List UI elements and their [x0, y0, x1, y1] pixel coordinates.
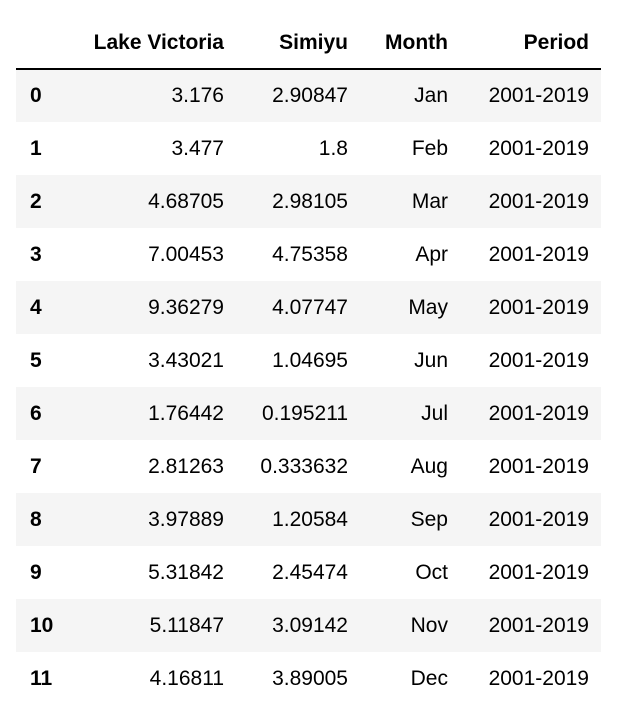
dataframe-table: Lake Victoria Simiyu Month Period 0 3.17…: [16, 17, 601, 705]
row-index: 9: [30, 560, 42, 584]
simiyu-cell: 1.20584: [272, 507, 348, 531]
header-row: Lake Victoria Simiyu Month Period: [16, 17, 601, 70]
table-row: 2 4.68705 2.98105 Mar 2001-2019: [16, 175, 601, 228]
row-index: 4: [30, 295, 42, 319]
month-cell: Sep: [410, 507, 448, 531]
lake-victoria-cell: 1.76442: [148, 401, 224, 425]
lake-victoria-column-header: Lake Victoria: [74, 17, 236, 70]
simiyu-cell: 3.09142: [272, 613, 348, 637]
month-cell: Mar: [411, 189, 448, 213]
simiyu-cell: 2.45474: [272, 560, 348, 584]
month-cell: Oct: [415, 560, 448, 584]
table-row: 4 9.36279 4.07747 May 2001-2019: [16, 281, 601, 334]
month-cell: Aug: [410, 454, 448, 478]
lake-victoria-cell: 3.97889: [148, 507, 224, 531]
period-cell: 2001-2019: [488, 613, 589, 637]
table-header: Lake Victoria Simiyu Month Period: [16, 17, 601, 70]
month-cell: Nov: [410, 613, 448, 637]
lake-victoria-cell: 4.68705: [148, 189, 224, 213]
simiyu-cell: 2.90847: [272, 84, 348, 107]
lake-victoria-cell: 3.176: [171, 84, 224, 107]
period-cell: 2001-2019: [488, 507, 589, 531]
lake-victoria-cell: 2.81263: [148, 454, 224, 478]
simiyu-cell: 1.04695: [272, 348, 348, 372]
row-index: 6: [30, 401, 42, 425]
simiyu-cell: 3.89005: [272, 666, 348, 690]
table-row: 11 4.16811 3.89005 Dec 2001-2019: [16, 652, 601, 705]
lake-victoria-cell: 9.36279: [148, 295, 224, 319]
lake-victoria-cell: 4.16811: [149, 666, 224, 690]
table-row: 0 3.176 2.90847 Jan 2001-2019: [16, 69, 601, 122]
row-index: 8: [30, 507, 42, 531]
row-index: 1: [30, 136, 42, 160]
simiyu-cell: 2.98105: [272, 189, 348, 213]
lake-victoria-cell: 7.00453: [148, 242, 224, 266]
table-row: 8 3.97889 1.20584 Sep 2001-2019: [16, 493, 601, 546]
simiyu-cell: 4.07747: [272, 295, 348, 319]
row-index: 10: [30, 613, 54, 637]
table-row: 10 5.11847 3.09142 Nov 2001-2019: [16, 599, 601, 652]
period-cell: 2001-2019: [488, 295, 589, 319]
lake-victoria-cell: 5.11847: [149, 613, 224, 637]
row-index: 3: [30, 242, 42, 266]
period-column-header: Period: [460, 17, 601, 70]
month-cell: Feb: [411, 136, 448, 160]
row-index: 11: [30, 666, 53, 690]
row-index: 2: [30, 189, 42, 213]
row-index: 0: [30, 84, 42, 107]
table-row: 5 3.43021 1.04695 Jun 2001-2019: [16, 334, 601, 387]
month-cell: Dec: [410, 666, 448, 690]
month-cell: Jan: [414, 84, 448, 107]
month-cell: Jun: [414, 348, 448, 372]
lake-victoria-cell: 5.31842: [148, 560, 224, 584]
period-cell: 2001-2019: [488, 348, 589, 372]
period-cell: 2001-2019: [488, 242, 589, 266]
period-cell: 2001-2019: [488, 666, 589, 690]
month-cell: May: [408, 295, 448, 319]
period-cell: 2001-2019: [488, 560, 589, 584]
table-body: 0 3.176 2.90847 Jan 2001-2019 1 3.477 1.…: [16, 69, 601, 705]
simiyu-column-header: Simiyu: [236, 17, 360, 70]
month-column-header: Month: [360, 17, 460, 70]
simiyu-cell: 4.75358: [272, 242, 348, 266]
month-cell: Jul: [421, 401, 448, 425]
lake-victoria-cell: 3.477: [171, 136, 224, 160]
table-row: 1 3.477 1.8 Feb 2001-2019: [16, 122, 601, 175]
table-row: 9 5.31842 2.45474 Oct 2001-2019: [16, 546, 601, 599]
table-row: 7 2.81263 0.333632 Aug 2001-2019: [16, 440, 601, 493]
table-row: 6 1.76442 0.195211 Jul 2001-2019: [16, 387, 601, 440]
period-cell: 2001-2019: [488, 189, 589, 213]
lake-victoria-cell: 3.43021: [148, 348, 224, 372]
index-column-header: [16, 17, 74, 70]
period-cell: 2001-2019: [488, 454, 589, 478]
period-cell: 2001-2019: [488, 401, 589, 425]
simiyu-cell: 0.333632: [260, 454, 348, 478]
table-row: 3 7.00453 4.75358 Apr 2001-2019: [16, 228, 601, 281]
simiyu-cell: 1.8: [318, 136, 348, 160]
simiyu-cell: 0.195211: [261, 401, 348, 425]
period-cell: 2001-2019: [488, 84, 589, 107]
month-cell: Apr: [415, 242, 448, 266]
row-index: 7: [30, 454, 42, 478]
period-cell: 2001-2019: [488, 136, 589, 160]
row-index: 5: [30, 348, 42, 372]
